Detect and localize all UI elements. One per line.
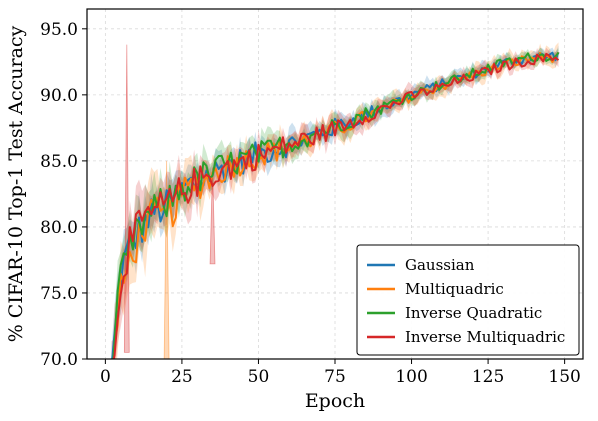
legend-label-multiquadric: Multiquadric — [405, 280, 504, 298]
x-tick-label: 25 — [171, 367, 193, 387]
y-tick-label: 70.0 — [40, 350, 78, 370]
x-tick-label: 125 — [472, 367, 504, 387]
legend-label-gaussian: Gaussian — [405, 256, 475, 274]
line-layer — [111, 51, 560, 359]
legend-box — [356, 244, 580, 356]
band-layer — [111, 42, 559, 359]
multiquadric-band — [111, 42, 559, 359]
inverse-multiquadric-line — [112, 52, 560, 359]
legend-label-inverse-quadratic: Inverse Quadratic — [405, 304, 542, 322]
y-axis-title: % CIFAR-10 Top-1 Test Accuracy — [5, 25, 27, 342]
y-tick-label: 75.0 — [40, 284, 78, 304]
y-tick-label: 95.0 — [40, 20, 78, 40]
y-tick-label: 80.0 — [40, 218, 78, 238]
x-tick-label: 75 — [324, 367, 346, 387]
variance-spike — [163, 160, 170, 359]
x-tick-label: 50 — [248, 367, 270, 387]
x-tick-label: 150 — [548, 367, 580, 387]
x-axis-title: Epoch — [305, 390, 365, 412]
variance-spike — [209, 167, 216, 265]
x-tick-label: 0 — [100, 367, 111, 387]
gaussian-band — [111, 45, 559, 359]
legend: Gaussian Multiquadric Inverse Quadratic Inv… — [356, 244, 580, 356]
x-tick-label: 100 — [395, 367, 427, 387]
y-tick-label: 85.0 — [40, 152, 78, 172]
tick-layer: 0 25 50 75 100 125 150 70.0 75.0 80.0 85.0 90.0 95.0 — [40, 20, 581, 387]
multiquadric-line — [112, 51, 560, 359]
y-tick-label: 90.0 — [40, 86, 78, 106]
legend-label-inverse-multiquadric: Inverse Multiquadric — [405, 328, 565, 346]
